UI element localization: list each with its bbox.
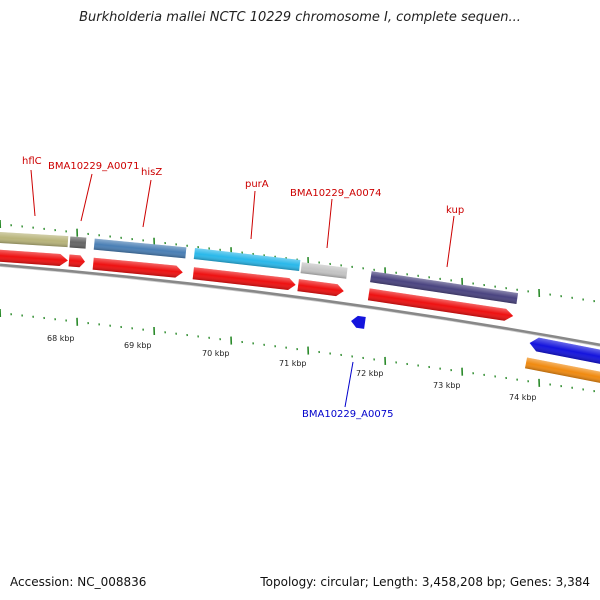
gene-label-hisZ[interactable]: hisZ <box>141 167 162 178</box>
gene-label-purA[interactable]: purA <box>245 179 269 190</box>
tick-label-70: 70 kbp <box>202 349 230 358</box>
leader-kup <box>446 215 455 268</box>
gene-label-kup[interactable]: kup <box>446 205 464 216</box>
gene-label-hflC[interactable]: hflC <box>22 156 42 167</box>
tick-label-72: 72 kbp <box>356 369 384 378</box>
tick-label-71: 71 kbp <box>279 359 307 368</box>
tick-label-74: 74 kbp <box>509 393 537 402</box>
tick-label-68: 68 kbp <box>47 334 75 343</box>
gene-label-a0071[interactable]: BMA10229_A0071 <box>48 161 139 172</box>
leader-a0071 <box>80 173 93 222</box>
tick-label-69: 69 kbp <box>124 341 152 350</box>
map-title: Burkholderia mallei NCTC 10229 chromosom… <box>79 10 521 25</box>
accession-text: Accession: NC_008836 <box>10 575 147 589</box>
gene-label-a0075[interactable]: BMA10229_A0075 <box>302 409 393 420</box>
leader-a0074 <box>326 198 333 249</box>
leader-a0075 <box>344 361 354 408</box>
gene-label-a0074[interactable]: BMA10229_A0074 <box>290 188 381 199</box>
reverse-strand-track <box>350 315 600 386</box>
cds-track <box>0 249 514 321</box>
scale-labels: 68 kbp 69 kbp 70 kbp 71 kbp 72 kbp 73 kb… <box>47 334 537 402</box>
cds-arrow-a0075[interactable] <box>350 315 366 329</box>
leader-hisZ <box>142 179 152 228</box>
leader-hflC <box>30 169 36 217</box>
tick-label-73: 73 kbp <box>433 381 461 390</box>
leader-purA <box>250 190 256 240</box>
gene-labels: hflC BMA10229_A0071 hisZ purA BMA10229_A… <box>22 156 464 420</box>
topology-summary: Topology: circular; Length: 3,458,208 bp… <box>260 575 590 589</box>
chromosome-backbone <box>0 263 600 347</box>
lower-gc-ticks <box>0 308 595 393</box>
feature-track <box>0 231 519 305</box>
